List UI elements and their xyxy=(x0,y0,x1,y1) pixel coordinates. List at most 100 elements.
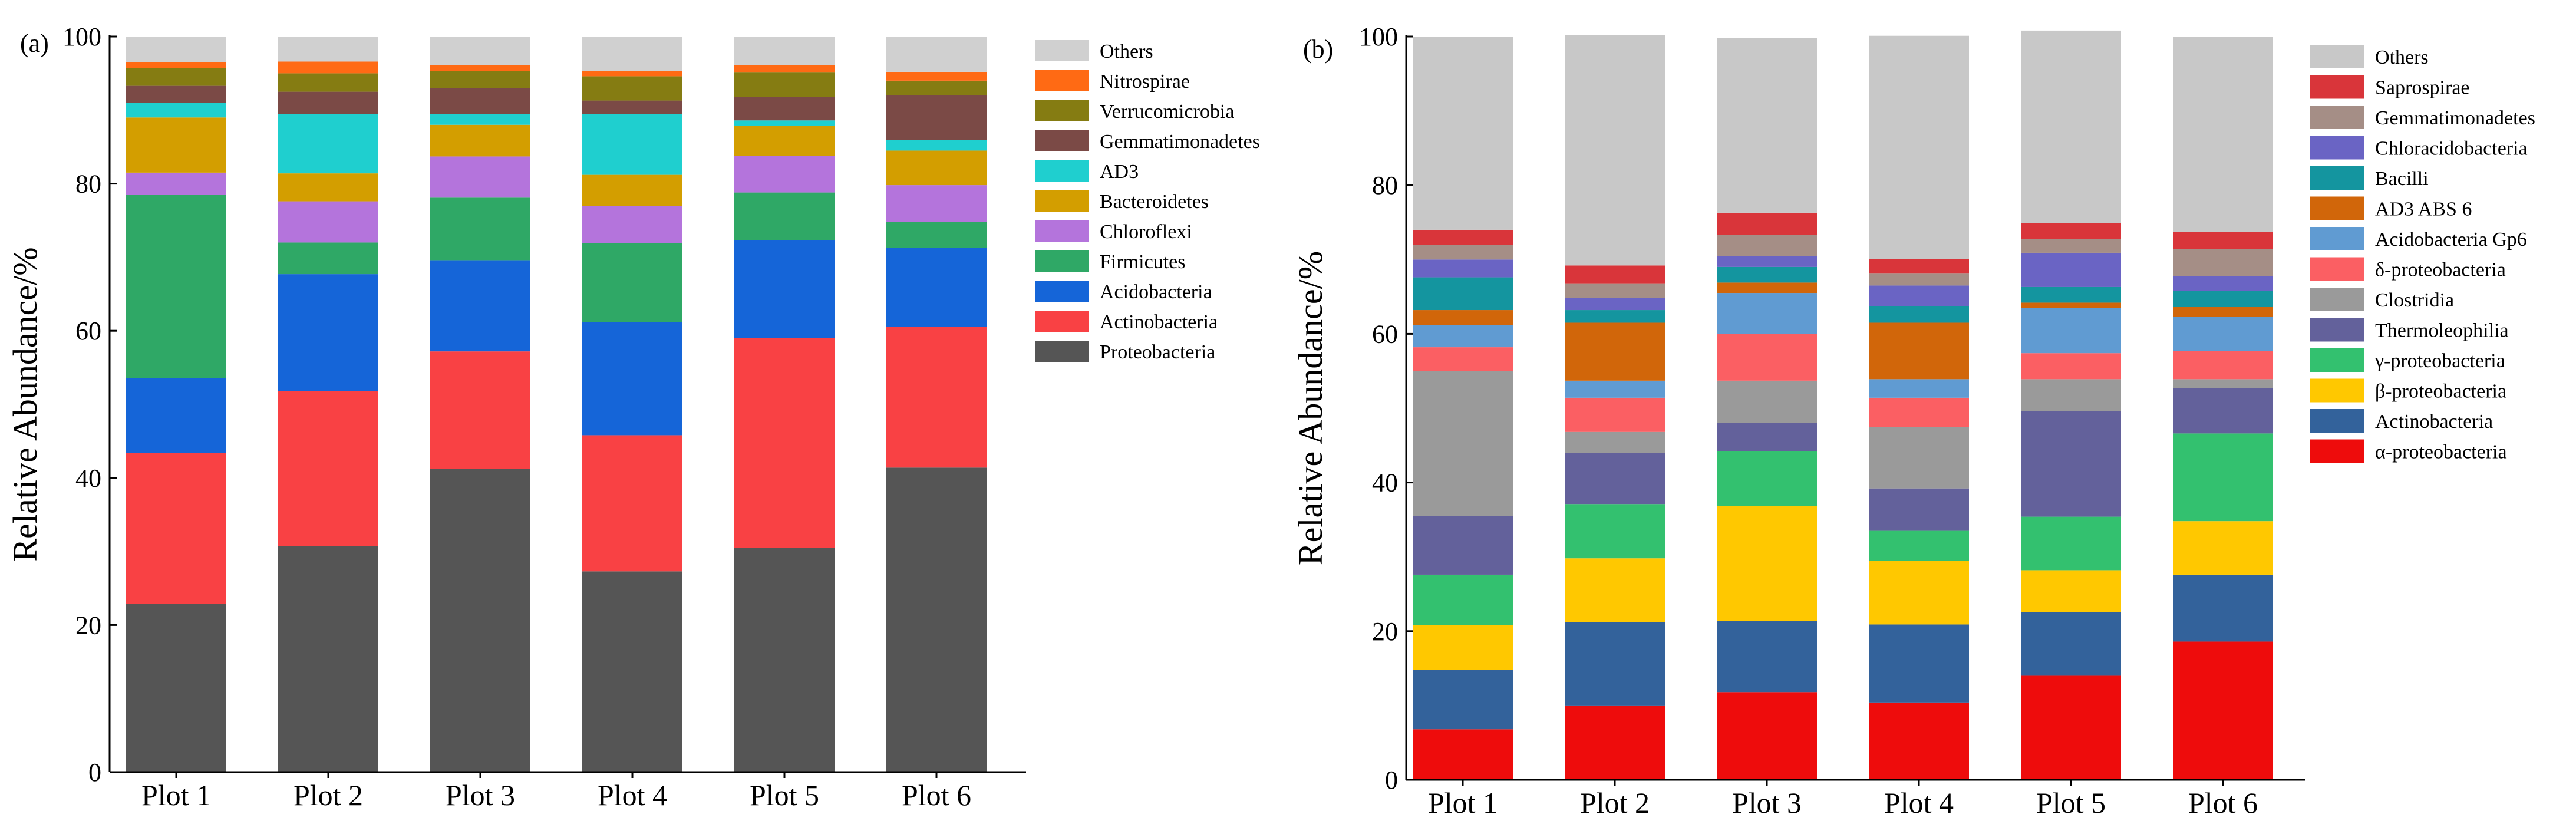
y-tick-label: 0 xyxy=(88,758,101,787)
bar-segment xyxy=(126,37,226,62)
bar-segment xyxy=(2021,252,2121,287)
bar-segment xyxy=(126,453,226,604)
bar-segment xyxy=(2021,308,2121,354)
bar-segment xyxy=(1717,451,1817,506)
bar-segment xyxy=(2173,388,2273,434)
bar-segment xyxy=(430,114,530,125)
bar-segment xyxy=(886,467,987,772)
bar-segment xyxy=(1717,212,1817,235)
legend-swatch xyxy=(1035,190,1089,212)
bar-segment xyxy=(1413,516,1513,575)
chart-panel-a: Plot 1 Plot 2 Plot 3 Plot 4 Plot 5 Plot 6 0 20 4… xyxy=(6,22,1260,812)
bar-segment xyxy=(2021,30,2121,223)
legend-label: Bacteroidetes xyxy=(1100,191,1209,213)
bar-segment xyxy=(126,68,226,86)
bar-segment xyxy=(1413,310,1513,325)
bar-segment xyxy=(126,103,226,118)
legend-label: Thermoleophilia xyxy=(2375,320,2509,342)
bar-segment xyxy=(2173,317,2273,351)
bar-segment xyxy=(1413,371,1513,516)
legend-swatch xyxy=(1035,311,1089,332)
y-tick-label: 20 xyxy=(1372,617,1398,646)
bar-segment xyxy=(582,571,682,772)
legend-swatch xyxy=(1035,220,1089,242)
bar-segment xyxy=(126,62,226,68)
legend-swatch xyxy=(1035,281,1089,302)
legend-swatch xyxy=(1035,341,1089,362)
bar-segment xyxy=(1413,625,1513,670)
bar-segment xyxy=(278,201,378,243)
bar-segment xyxy=(278,391,378,546)
bar-segment xyxy=(1413,670,1513,730)
x-tick-label: Plot 5 xyxy=(2036,786,2106,819)
legend-swatch xyxy=(1035,250,1089,272)
bar-segment xyxy=(278,242,378,275)
bar-segment xyxy=(1869,530,1969,561)
bar-segment xyxy=(734,126,835,156)
bar-segment xyxy=(1869,285,1969,306)
bar-segment xyxy=(430,197,530,261)
bar-segment xyxy=(1413,277,1513,311)
legend-label: Acidobacteria Gp6 xyxy=(2375,229,2527,250)
bar-segment xyxy=(2021,411,2121,517)
y-tick-label: 80 xyxy=(75,170,101,199)
y-tick-label: 100 xyxy=(62,22,101,51)
bar-segment xyxy=(126,604,226,772)
bar-segment xyxy=(278,61,378,74)
legend-label: Proteobacteria xyxy=(1100,341,1215,363)
bar-segment xyxy=(126,85,226,103)
bar-segment xyxy=(430,124,530,157)
bar-segment xyxy=(1717,293,1817,334)
bar-segment xyxy=(734,156,835,193)
bar-segment xyxy=(2021,302,2121,308)
bar-segment xyxy=(1413,37,1513,230)
legend-label: Clostridia xyxy=(2375,289,2454,311)
bar-segment xyxy=(1413,347,1513,371)
bar-segment xyxy=(1717,255,1817,267)
bar-segment xyxy=(278,114,378,174)
bar-segment xyxy=(1717,621,1817,693)
y-tick-label: 40 xyxy=(1372,469,1398,497)
bar-segment xyxy=(2173,574,2273,642)
legend-label: Others xyxy=(1100,41,1153,62)
bar-segment xyxy=(582,71,682,77)
bar-segment xyxy=(2173,379,2273,388)
legend-swatch xyxy=(2310,439,2364,463)
bar-segment xyxy=(734,97,835,121)
bar-segment xyxy=(582,206,682,243)
legend-swatch xyxy=(2310,45,2364,68)
bar-segment xyxy=(2173,291,2273,308)
bar-segment xyxy=(2021,570,2121,612)
bar-segment xyxy=(582,174,682,206)
bar-segment xyxy=(1717,506,1817,621)
legend-swatch xyxy=(1035,100,1089,121)
x-tick-label: Plot 3 xyxy=(446,779,515,812)
bar-segment xyxy=(1869,702,1969,780)
legend-label: Gemmatimonadetes xyxy=(1100,131,1260,153)
legend-label: Gemmatimonadetes xyxy=(2375,107,2535,129)
bar-segment xyxy=(734,338,835,548)
bar-segment xyxy=(1717,692,1817,780)
bar-segment xyxy=(1869,488,1969,531)
bar-segment xyxy=(430,37,530,65)
y-tick-label: 60 xyxy=(75,317,101,345)
legend-swatch xyxy=(1035,70,1089,91)
legend-swatch xyxy=(2310,106,2364,129)
bar-segment xyxy=(1717,423,1817,451)
bar-segment xyxy=(1565,283,1665,298)
legend-label: γ-proteobacteria xyxy=(2374,350,2505,372)
legend-label: α-proteobacteria xyxy=(2375,441,2507,463)
bar-segment xyxy=(886,140,987,151)
bar-segment xyxy=(1413,245,1513,260)
bar-segment xyxy=(1717,282,1817,294)
bar-segment xyxy=(734,240,835,338)
bar-segment xyxy=(2021,379,2121,411)
bar-segment xyxy=(582,243,682,322)
bar-segment xyxy=(1869,561,1969,625)
bar-segment xyxy=(430,351,530,469)
legend-label: Actinobacteria xyxy=(2375,411,2493,433)
legend-label: AD3 xyxy=(1100,161,1139,183)
y-tick-label: 0 xyxy=(1385,766,1398,795)
bar-segment xyxy=(2173,433,2273,522)
bar-segment xyxy=(582,435,682,572)
